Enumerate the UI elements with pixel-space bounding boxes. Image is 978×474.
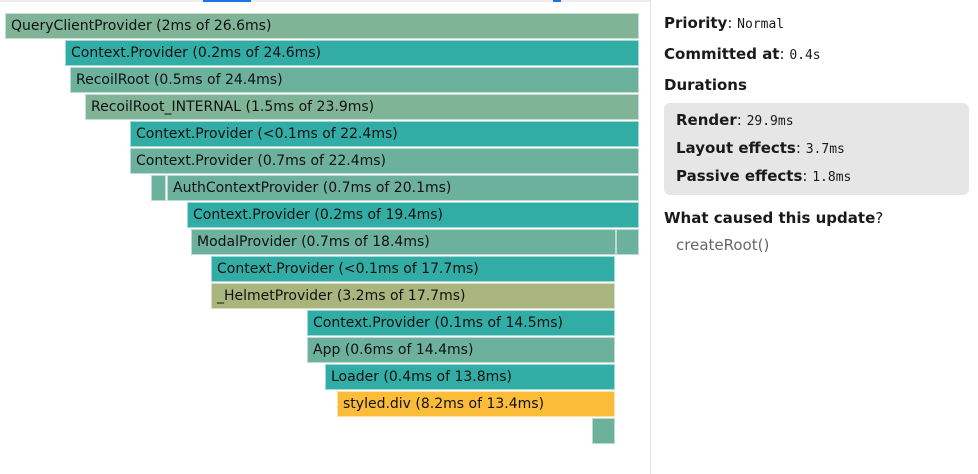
flame-bar-context-provider[interactable]: Context.Provider (<0.1ms of 22.4ms): [130, 121, 639, 147]
flame-bar-small-node[interactable]: [616, 229, 639, 255]
flame-bar-small-node[interactable]: [592, 418, 615, 444]
colon: :: [802, 167, 808, 185]
passive-effects-row: Passive effects: 1.8ms: [676, 167, 957, 185]
panel-divider: [650, 0, 651, 474]
flame-bar-context-provider[interactable]: Context.Provider (0.2ms of 19.4ms): [187, 202, 639, 228]
colon: :: [736, 111, 742, 129]
flame-bar-context-provider[interactable]: Context.Provider (0.2ms of 24.6ms): [65, 40, 639, 66]
durations-heading: Durations: [664, 76, 747, 94]
layout-effects-row: Layout effects: 3.7ms: [676, 139, 957, 157]
layout-effects-label: Layout effects: [676, 139, 796, 157]
committed-row: Committed at: 0.4s: [664, 45, 970, 63]
flame-bar-recoil-root[interactable]: RecoilRoot (0.5ms of 24.4ms): [70, 67, 639, 93]
committed-value: 0.4s: [789, 48, 821, 63]
flame-bar-recoil-root-internal[interactable]: RecoilRoot_INTERNAL (1.5ms of 23.9ms): [85, 94, 639, 120]
render-value: 29.9ms: [746, 114, 794, 129]
flame-bar-modal-provider[interactable]: ModalProvider (0.7ms of 18.4ms): [191, 229, 616, 255]
flame-bar-loader[interactable]: Loader (0.4ms of 13.8ms): [325, 364, 615, 390]
passive-effects-value: 1.8ms: [812, 170, 852, 185]
update-cause-heading: What caused this update?: [664, 209, 970, 227]
render-label: Render: [676, 111, 737, 129]
top-border: [0, 0, 650, 2]
colon: :: [795, 139, 801, 157]
flame-bar-query-client-provider[interactable]: QueryClientProvider (2ms of 26.6ms): [5, 13, 639, 39]
committed-label: Committed at: [664, 45, 780, 63]
priority-row: Priority: Normal: [664, 14, 970, 32]
question-mark: ?: [875, 209, 884, 227]
flamegraph: QueryClientProvider (2ms of 26.6ms) Cont…: [5, 13, 639, 444]
flame-bar-context-provider[interactable]: Context.Provider (0.1ms of 14.5ms): [307, 310, 615, 336]
priority-label: Priority: [664, 14, 728, 32]
flame-bar-context-provider[interactable]: Context.Provider (<0.1ms of 17.7ms): [211, 256, 615, 282]
passive-effects-label: Passive effects: [676, 167, 803, 185]
colon: :: [779, 45, 785, 63]
update-cause-value: createRoot(): [676, 236, 770, 254]
colon: :: [727, 14, 733, 32]
tab-indicator: [553, 0, 561, 2]
flame-bar-styled-div[interactable]: styled.div (8.2ms of 13.4ms): [337, 391, 615, 417]
flame-bar-app[interactable]: App (0.6ms of 14.4ms): [307, 337, 615, 363]
flame-bar-auth-context-provider[interactable]: AuthContextProvider (0.7ms of 20.1ms): [167, 175, 639, 201]
flame-bar-helmet-provider[interactable]: _HelmetProvider (3.2ms of 17.7ms): [211, 283, 615, 309]
priority-value: Normal: [737, 17, 785, 32]
durations-box: Render: 29.9ms Layout effects: 3.7ms Pas…: [664, 103, 969, 195]
render-row: Render: 29.9ms: [676, 111, 957, 129]
commit-details-panel: Priority: Normal Committed at: 0.4s Dura…: [664, 14, 970, 254]
layout-effects-value: 3.7ms: [805, 142, 845, 157]
flame-bar-small-node[interactable]: [151, 175, 166, 201]
update-cause-label: What caused this update: [664, 209, 876, 227]
flame-bar-context-provider[interactable]: Context.Provider (0.7ms of 22.4ms): [130, 148, 639, 174]
active-tab-indicator: [203, 0, 251, 2]
